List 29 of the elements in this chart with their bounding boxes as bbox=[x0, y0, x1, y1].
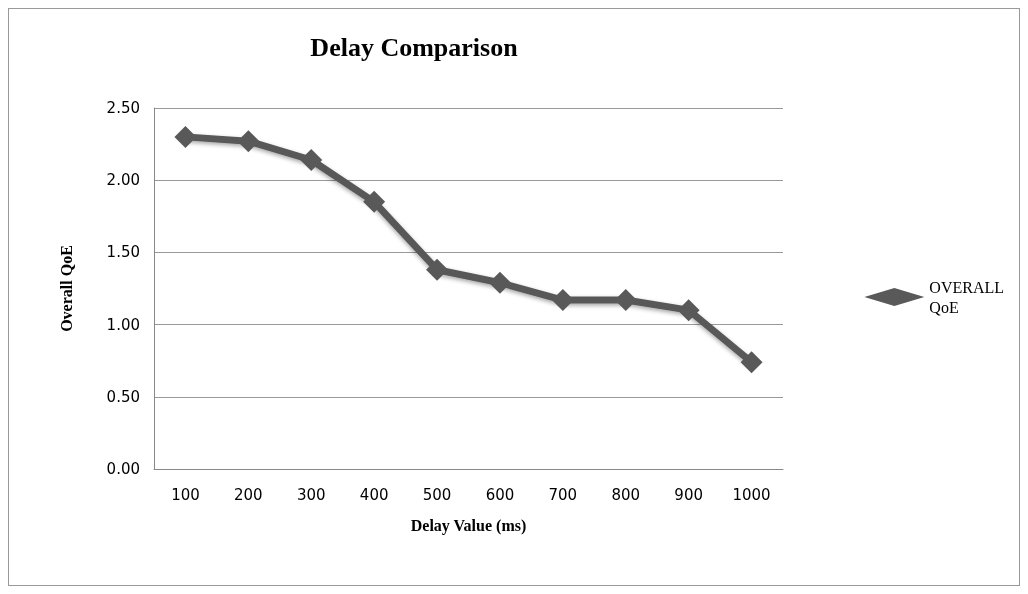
point bbox=[740, 351, 763, 374]
x-tick-label: 900 bbox=[674, 485, 703, 504]
legend-label: OVERALL QoE bbox=[929, 278, 1004, 316]
point bbox=[174, 125, 197, 148]
point bbox=[237, 130, 260, 153]
y-tick-label: 0.00 bbox=[106, 460, 140, 478]
y-tick-label: 1.50 bbox=[106, 243, 140, 262]
point bbox=[426, 258, 449, 281]
point bbox=[300, 148, 323, 171]
y-tick-label: 2.00 bbox=[106, 171, 140, 190]
chart-title: Delay Comparison bbox=[310, 32, 519, 62]
point bbox=[677, 299, 700, 322]
x-tick-label: 700 bbox=[548, 485, 578, 504]
x-tick-label: 600 bbox=[485, 485, 515, 504]
x-tick-label: 400 bbox=[359, 485, 389, 504]
point bbox=[363, 190, 386, 213]
x-tick-label: 1000 bbox=[732, 485, 771, 504]
point bbox=[488, 271, 511, 294]
x-tick-label: 800 bbox=[611, 485, 641, 504]
y-axis-title: Overall QoE bbox=[57, 245, 75, 332]
x-axis-title: Delay Value (ms) bbox=[410, 516, 527, 535]
point bbox=[551, 289, 574, 312]
x-tick-label: 200 bbox=[234, 485, 263, 504]
x-tick-label: 100 bbox=[171, 485, 200, 504]
y-tick-label: 0.50 bbox=[106, 387, 140, 406]
y-tick-label: 1.00 bbox=[106, 315, 140, 334]
x-tick-label: 300 bbox=[296, 485, 326, 504]
y-tick-label: 2.50 bbox=[106, 99, 140, 117]
x-tick-label: 500 bbox=[422, 485, 452, 504]
